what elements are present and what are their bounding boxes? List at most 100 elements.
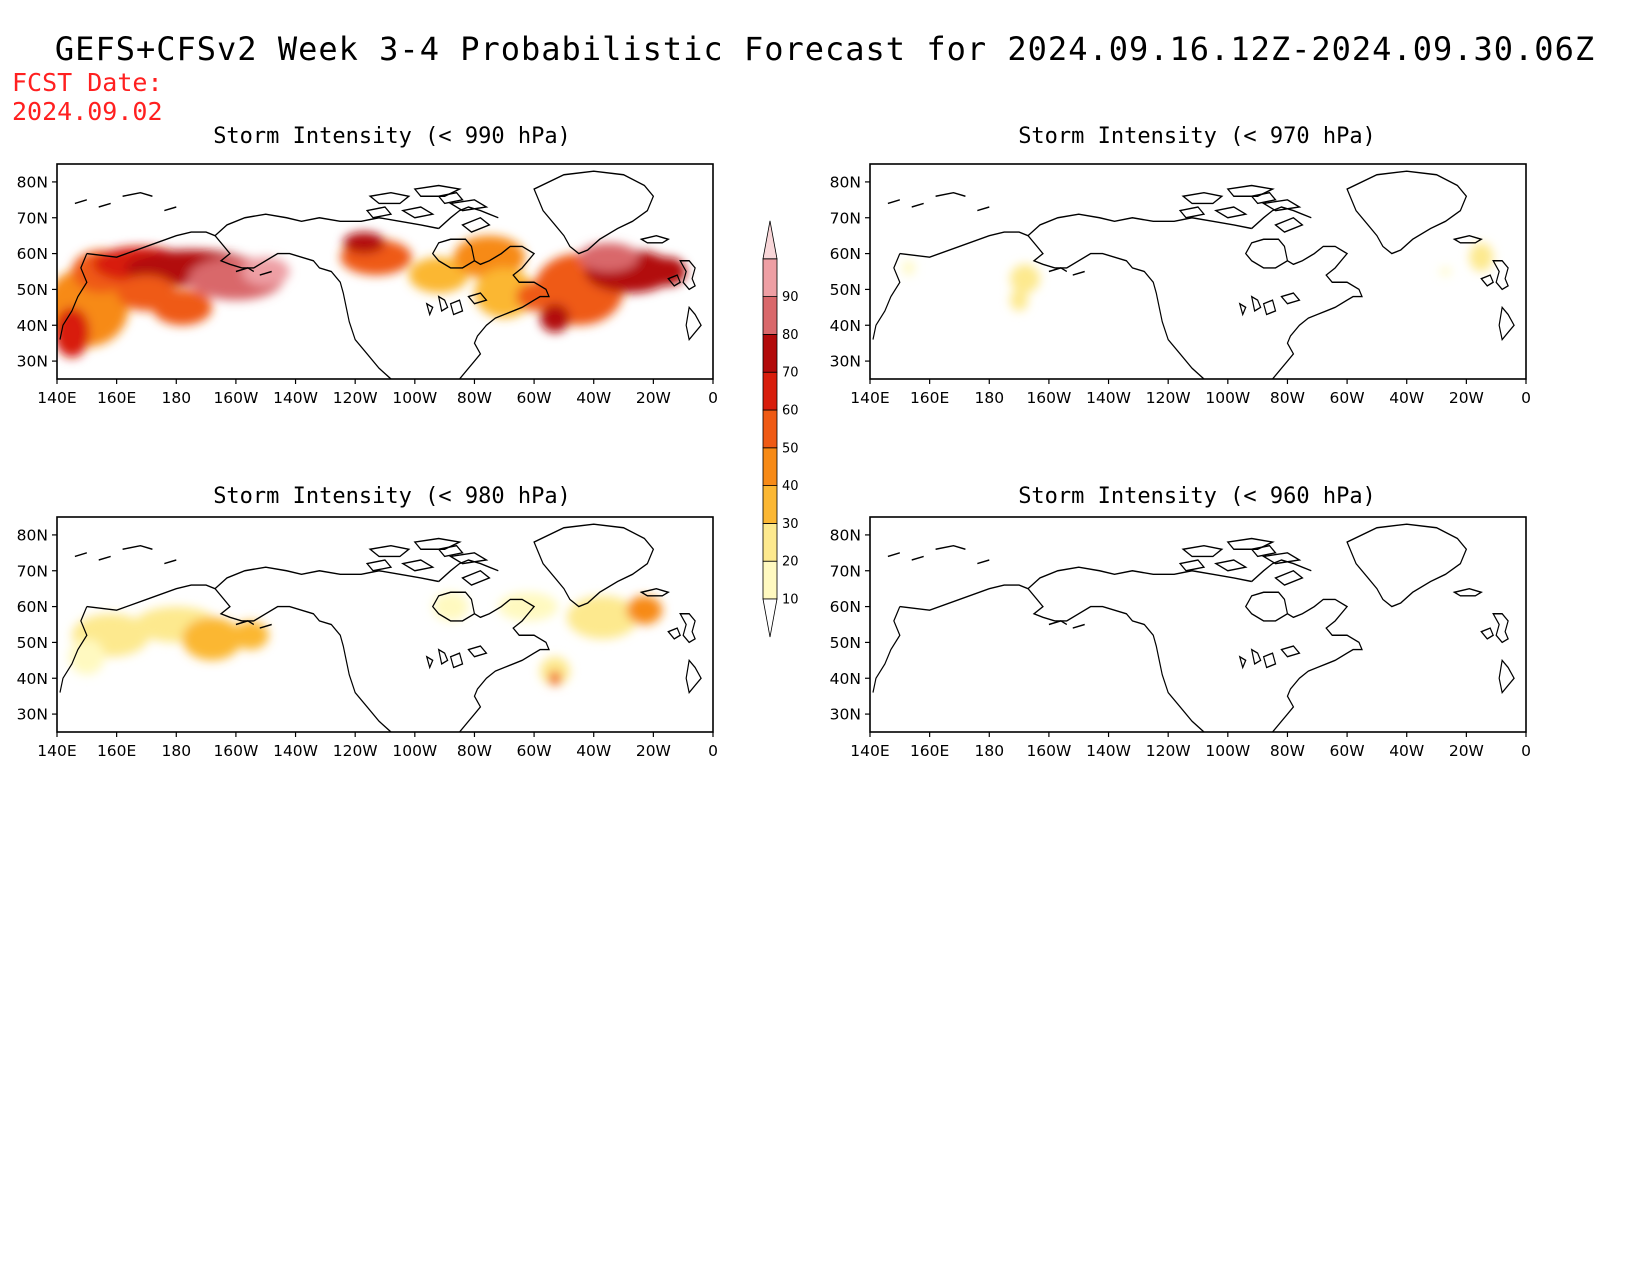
lat-tick-label: 60N <box>830 245 861 263</box>
map-frame <box>56 516 714 733</box>
colorbar-label: 70 <box>782 366 799 381</box>
lon-tick-label: 80W <box>1270 742 1305 760</box>
lon-tick-label: 180 <box>974 389 1004 407</box>
colorbar-segment <box>762 296 778 335</box>
coastline <box>871 169 1516 379</box>
probability-area <box>498 592 558 621</box>
lat-tick-label: 80N <box>830 173 861 191</box>
colorbar-segment <box>762 333 778 373</box>
map-panels: 80N 70N 60N 50N 40N 30N 140E 160E 180 160W 140W 120… <box>17 163 1531 760</box>
lon-tick-label: 160W <box>213 742 258 760</box>
colorbar-label: 10 <box>782 593 799 608</box>
colorbar-segment <box>762 485 778 524</box>
lat-tick-label: 30N <box>830 706 861 724</box>
lon-tick-label: 120W <box>333 742 378 760</box>
lat-tick-label: 40N <box>830 670 861 688</box>
probability-area <box>1469 242 1494 272</box>
probability-shading <box>57 232 687 358</box>
lon-tick-label: 140E <box>850 742 889 760</box>
lon-tick-label: 160W <box>1026 742 1071 760</box>
lat-tick-label: 40N <box>17 670 48 688</box>
lon-tick-label: 140E <box>37 389 76 407</box>
lat-tick-label: 40N <box>830 317 861 335</box>
lon-tick-label: 120W <box>1146 389 1191 407</box>
colorbar-segment <box>762 560 778 600</box>
colorbar-segment <box>762 258 778 297</box>
map-panel-970: 80N 70N 60N 50N 40N 30N 140E 160E 180 160W 140W 120… <box>830 163 1531 407</box>
lon-tick-label: 160W <box>1026 389 1071 407</box>
probability-area <box>902 260 915 276</box>
lat-tick-label: 30N <box>17 353 48 371</box>
lon-tick-label: 40W <box>1389 742 1424 760</box>
lat-tick-label: 80N <box>17 173 48 191</box>
probability-area <box>152 289 213 326</box>
probability-area <box>408 257 469 294</box>
panel-title-960: Storm Intensity (< 960 hPa) <box>1018 484 1376 509</box>
lon-tick-label: 160E <box>910 389 949 407</box>
lon-tick-label: 160E <box>910 742 949 760</box>
lon-tick-label: 40W <box>1389 389 1424 407</box>
lat-tick-label: 50N <box>830 281 861 299</box>
lon-tick-label: 120W <box>1146 742 1191 760</box>
probability-area <box>626 595 663 625</box>
panel-title-970: Storm Intensity (< 970 hPa) <box>1018 124 1376 149</box>
map-panel-980: 80N 70N 60N 50N 40N 30N 140E 160E 180 160W 140W 120… <box>17 516 718 760</box>
lat-tick-label: 80N <box>830 526 861 544</box>
lon-tick-label: 140E <box>850 389 889 407</box>
lon-tick-label: 140W <box>1086 389 1131 407</box>
lat-tick-label: 70N <box>17 562 48 580</box>
lon-tick-label: 140W <box>273 742 318 760</box>
lat-tick-label: 40N <box>17 317 48 335</box>
colorbar-label: 30 <box>782 517 799 532</box>
lon-tick-label: 180 <box>974 742 1004 760</box>
probability-area <box>241 257 290 286</box>
probability-area <box>232 620 269 650</box>
lon-tick-label: 80W <box>457 389 492 407</box>
coastline <box>871 522 1516 732</box>
colorbar-label: 90 <box>782 290 799 305</box>
lat-tick-label: 60N <box>17 598 48 616</box>
probability-area <box>578 242 639 272</box>
colorbar-label: 80 <box>782 328 799 343</box>
lat-tick-label: 70N <box>830 209 861 227</box>
lat-tick-label: 60N <box>830 598 861 616</box>
lon-tick-label: 20W <box>1449 389 1484 407</box>
lat-tick-label: 50N <box>17 634 48 652</box>
map-panel-990: 80N 70N 60N 50N 40N 30N 140E 160E 180 160W 140W 120… <box>17 163 718 407</box>
probability-area <box>549 671 561 686</box>
lon-tick-label: 160W <box>213 389 258 407</box>
lon-tick-label: 60W <box>517 389 552 407</box>
lon-tick-label: 60W <box>1330 742 1365 760</box>
probability-area <box>566 595 639 639</box>
map-frame <box>869 516 1527 733</box>
lon-tick-label: 80W <box>1270 389 1305 407</box>
lat-tick-label: 30N <box>17 706 48 724</box>
forecast-date-label: FCST Date: 2024.09.02 <box>12 68 163 126</box>
lon-tick-label: 140E <box>37 742 76 760</box>
lon-tick-label: 20W <box>636 389 671 407</box>
map-frame <box>56 163 714 380</box>
lon-tick-label: 100W <box>1205 742 1250 760</box>
lon-tick-label: 180 <box>161 389 191 407</box>
colorbar-segment <box>762 371 778 411</box>
colorbar-label: 50 <box>782 441 799 456</box>
lat-tick-label: 70N <box>830 562 861 580</box>
fcst-date-caption: FCST Date: <box>12 68 163 97</box>
lon-tick-label: 100W <box>392 742 437 760</box>
lat-tick-label: 50N <box>17 281 48 299</box>
fcst-date-value: 2024.09.02 <box>12 97 163 126</box>
main-title: GEFS+CFSv2 Week 3-4 Probabilistic Foreca… <box>54 30 1596 68</box>
lon-tick-label: 0 <box>1521 742 1531 760</box>
lon-tick-label: 180 <box>161 742 191 760</box>
colorbar-top-arrow <box>762 220 778 260</box>
lon-tick-label: 0 <box>708 742 718 760</box>
colorbar-segment <box>762 447 778 486</box>
lon-tick-label: 80W <box>457 742 492 760</box>
lon-tick-label: 140W <box>273 389 318 407</box>
lon-tick-label: 140W <box>1086 742 1131 760</box>
colorbar-label: 60 <box>782 404 799 419</box>
panel-title-980: Storm Intensity (< 980 hPa) <box>213 484 571 509</box>
probability-shading <box>68 592 663 686</box>
lon-tick-label: 40W <box>576 389 611 407</box>
panel-title-990: Storm Intensity (< 990 hPa) <box>213 124 571 149</box>
